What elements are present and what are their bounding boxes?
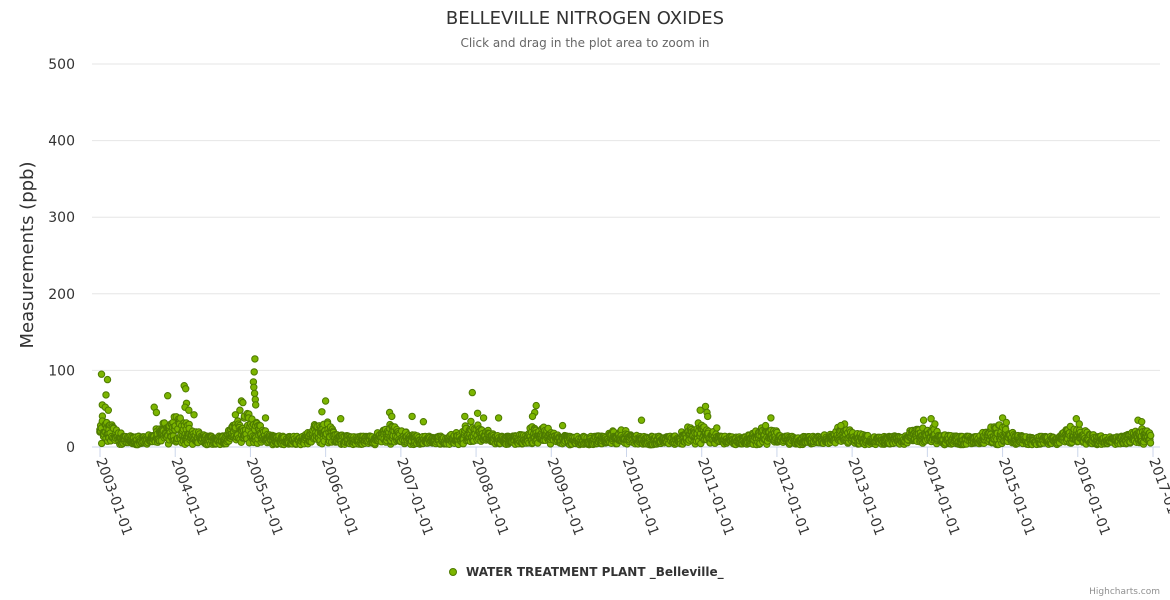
data-point[interactable] (1146, 439, 1155, 447)
grid-lines (92, 63, 1160, 448)
data-point[interactable] (408, 412, 416, 421)
data-point[interactable] (97, 370, 106, 378)
data-point[interactable] (185, 406, 193, 414)
x-tick-label: 2014-01-01 (920, 456, 963, 538)
data-point[interactable] (104, 406, 113, 414)
data-point[interactable] (1147, 431, 1155, 440)
y-tick-label: 200 (48, 287, 75, 303)
data-point[interactable] (388, 412, 396, 421)
scatter-series[interactable] (96, 355, 1155, 449)
data-point[interactable] (461, 412, 469, 421)
x-tick-label: 2017-01-01 (1145, 456, 1170, 538)
data-point[interactable] (231, 411, 240, 419)
data-point[interactable] (1002, 418, 1010, 427)
credits-link[interactable]: Highcharts.com (1089, 587, 1160, 597)
x-tick-label: 2003-01-01 (92, 456, 135, 538)
legend[interactable]: WATER TREATMENT PLANT _Belleville_ (449, 565, 724, 580)
x-tick-label: 2008-01-01 (468, 456, 511, 538)
data-point[interactable] (250, 368, 258, 376)
y-tick-label: 0 (66, 440, 75, 456)
x-tick-label: 2010-01-01 (619, 456, 662, 538)
data-point[interactable] (468, 388, 476, 397)
data-point[interactable] (261, 414, 270, 422)
data-point[interactable] (190, 411, 198, 419)
x-tick-label: 2011-01-01 (694, 456, 737, 538)
x-tick-label: 2013-01-01 (844, 456, 887, 538)
data-point[interactable] (164, 392, 172, 400)
data-point[interactable] (919, 416, 928, 424)
data-point[interactable] (182, 385, 190, 393)
x-tick-label: 2015-01-01 (995, 456, 1038, 538)
x-tick-label: 2005-01-01 (243, 456, 286, 538)
data-point[interactable] (761, 421, 770, 430)
y-axis-ticks: 0 100 200 300 400 500 (48, 57, 75, 456)
data-point[interactable] (473, 409, 482, 417)
data-point[interactable] (467, 417, 475, 426)
data-point[interactable] (532, 401, 540, 410)
y-tick-label: 100 (48, 363, 75, 379)
data-point[interactable] (1138, 418, 1146, 426)
x-tick-label: 2004-01-01 (167, 456, 210, 538)
y-tick-label: 400 (48, 134, 75, 150)
legend-label[interactable]: WATER TREATMENT PLANT _Belleville_ (466, 565, 724, 580)
data-point[interactable] (494, 414, 503, 422)
data-point[interactable] (479, 414, 488, 422)
data-point[interactable] (528, 412, 537, 421)
x-axis-ticks: 2003-01-01 2004-01-01 2005-01-01 2006-01-01… (92, 447, 1170, 538)
data-point[interactable] (558, 421, 567, 430)
data-point[interactable] (176, 414, 185, 422)
data-point[interactable] (419, 418, 428, 426)
data-point[interactable] (250, 389, 259, 398)
data-point[interactable] (337, 415, 345, 423)
y-tick-label: 500 (48, 57, 75, 73)
data-point[interactable] (1075, 420, 1084, 428)
data-point[interactable] (767, 414, 775, 422)
x-tick-label: 2016-01-01 (1070, 456, 1113, 538)
data-point[interactable] (102, 391, 110, 399)
data-point[interactable] (321, 397, 330, 405)
data-point[interactable] (103, 375, 112, 384)
data-point[interactable] (713, 424, 721, 432)
data-point[interactable] (239, 398, 247, 407)
x-tick-label: 2009-01-01 (544, 456, 587, 538)
data-point[interactable] (701, 402, 710, 411)
x-tick-label: 2007-01-01 (393, 456, 436, 538)
data-point[interactable] (704, 412, 712, 421)
x-tick-label: 2012-01-01 (769, 456, 812, 538)
data-point[interactable] (837, 421, 845, 430)
y-tick-label: 300 (48, 210, 75, 226)
chart-subtitle: Click and drag in the plot area to zoom … (460, 36, 709, 50)
x-tick-label: 2006-01-01 (318, 456, 361, 538)
data-point[interactable] (251, 355, 259, 363)
data-point[interactable] (931, 420, 939, 428)
data-point[interactable] (250, 383, 258, 391)
chart-title: BELLEVILLE NITROGEN OXIDES (446, 8, 724, 29)
data-point[interactable] (637, 416, 646, 424)
legend-marker[interactable] (449, 568, 457, 576)
y-axis-label: Measurements (ppb) (17, 162, 38, 349)
data-point[interactable] (318, 408, 326, 416)
data-point[interactable] (152, 408, 161, 417)
data-point[interactable] (252, 401, 260, 409)
